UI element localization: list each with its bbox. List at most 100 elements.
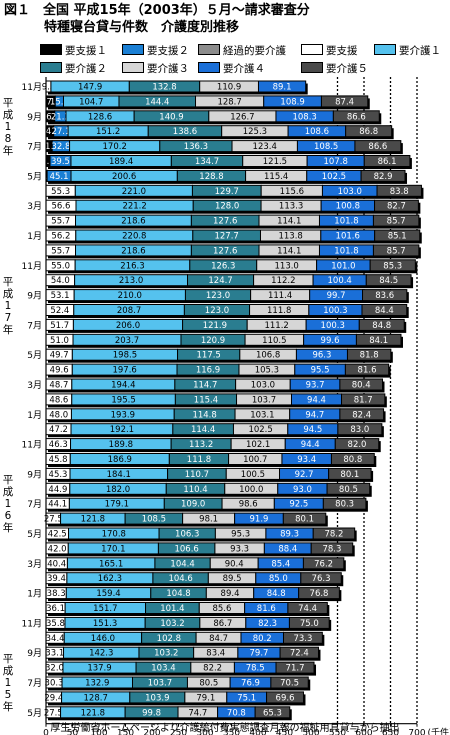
year-label-char: 成	[3, 665, 14, 677]
data-label: 103.9	[145, 693, 169, 703]
data-label: 34.4	[46, 634, 65, 644]
data-label: 128.7	[217, 97, 241, 107]
data-label: 99.7	[327, 291, 346, 301]
data-label: 55.3	[51, 187, 70, 197]
data-label: 46.3	[49, 440, 68, 450]
legend-item: 要支援２	[122, 44, 189, 58]
data-label: 74.4	[298, 604, 317, 614]
bar-segment	[345, 125, 393, 138]
y-tick-label: 11月	[22, 82, 42, 93]
data-label: 82.9	[374, 172, 393, 182]
data-label: 69.6	[276, 693, 295, 703]
data-label: 128.0	[215, 202, 239, 212]
data-label: 221.0	[122, 187, 146, 197]
data-label: 184.1	[107, 470, 131, 480]
data-label: 85.6	[212, 604, 231, 614]
data-label: 82.3	[258, 619, 277, 629]
data-label: 48.7	[49, 381, 68, 391]
data-label: 81.7	[354, 395, 373, 405]
data-label: 132.8	[152, 83, 176, 93]
bar-segment	[282, 512, 327, 525]
bar-segment	[257, 80, 307, 93]
data-label: 102.1	[246, 440, 270, 450]
data-label: 21.2	[51, 112, 70, 122]
data-label: 103.7	[252, 395, 276, 405]
data-label: 114.1	[277, 246, 301, 256]
data-label: 39.4	[47, 574, 66, 584]
data-label: 103.0	[251, 381, 275, 391]
data-label: 124.7	[208, 276, 232, 286]
data-label: 44.1	[48, 500, 67, 510]
x-tick-label: 200	[143, 729, 160, 735]
title-line-2: 特種寝台貸与件数 介護度別推移	[44, 20, 240, 35]
data-label: 81.6	[257, 604, 276, 614]
y-tick-label: 7月	[27, 499, 42, 510]
data-label: 86.6	[347, 112, 366, 122]
data-label: 103.4	[151, 664, 175, 674]
year-label-char: 成	[3, 486, 14, 498]
data-label: 53.1	[51, 291, 70, 301]
year-label-char: 平	[3, 97, 14, 109]
data-label: 87.4	[335, 97, 354, 107]
bar-segment	[310, 542, 354, 555]
y-tick-label: 5月	[27, 529, 42, 540]
data-label: 71.7	[286, 664, 305, 674]
bar-segment	[266, 691, 304, 704]
chart-title: 図１ 全国 平成15年（2003年）５月〜請求審査分 特種寝台貸与件数 介護度別…	[4, 2, 450, 36]
legend-label: 要支援１	[65, 45, 107, 57]
data-label: 123.0	[206, 291, 230, 301]
data-label: 137.9	[87, 664, 111, 674]
data-label: 94.4	[301, 440, 320, 450]
data-label: 32.0	[45, 664, 64, 674]
data-label: 170.1	[101, 544, 125, 554]
data-label: 15.6	[50, 97, 69, 107]
data-label: 9.3	[42, 83, 56, 93]
data-label: 101.6	[336, 232, 360, 242]
data-label: 198.5	[113, 351, 137, 361]
bar-segment	[362, 289, 408, 302]
data-label: 83.8	[390, 187, 409, 197]
y-tick-label: 3月	[27, 559, 42, 570]
y-tick-label: 1月	[27, 231, 42, 242]
data-label: 114.8	[192, 410, 216, 420]
data-label: 85.0	[269, 574, 288, 584]
x-tick-label: 150	[117, 729, 134, 735]
data-label: 203.7	[115, 336, 139, 346]
data-label: 36.1	[46, 604, 65, 614]
y-tick-label: 9月	[27, 291, 42, 302]
data-label: 208.7	[117, 306, 141, 316]
y-tick-label: 5月	[27, 350, 42, 361]
legend-swatch	[198, 44, 220, 55]
data-label: 182.0	[106, 485, 130, 495]
data-label: 128.7	[84, 693, 108, 703]
data-label: 74.7	[188, 708, 207, 718]
data-label: 106.8	[256, 351, 280, 361]
data-label: 218.6	[121, 246, 145, 256]
data-label: 108.3	[292, 112, 316, 122]
year-label-char: 年	[3, 700, 14, 713]
bar-segment	[334, 438, 380, 451]
legend-label: 要支援	[326, 45, 358, 57]
x-tick-label: 250	[170, 729, 187, 735]
year-label-char: 年	[3, 144, 14, 157]
legend-swatch	[301, 44, 323, 55]
data-label: 54.0	[51, 276, 70, 286]
data-label: 51.7	[50, 321, 69, 331]
data-label: 111.2	[264, 321, 288, 331]
data-label: 80.5	[339, 485, 358, 495]
y-tick-label: 9月	[27, 112, 42, 123]
data-label: 85.1	[388, 232, 407, 242]
legend-swatch	[374, 44, 396, 55]
data-label: 95.3	[231, 530, 250, 540]
data-label: 96.3	[312, 351, 331, 361]
data-label: 101.8	[334, 217, 358, 227]
legend-item: 要介護４	[198, 62, 265, 76]
data-label: 115.4	[264, 172, 288, 182]
bar-segment	[358, 318, 405, 331]
data-label: 32.8	[51, 142, 70, 152]
data-label: 127.6	[213, 217, 237, 227]
data-label: 79.1	[196, 693, 215, 703]
data-label: 108.5	[314, 142, 338, 152]
data-label: 104.6	[168, 574, 192, 584]
data-label: 128.6	[88, 112, 112, 122]
